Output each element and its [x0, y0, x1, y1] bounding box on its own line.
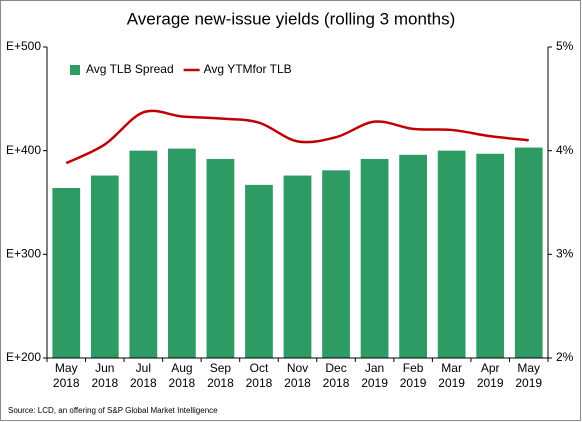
y2-tick-label: 3% — [556, 247, 574, 261]
y-tick-label: E+200 — [6, 350, 41, 364]
x-tick-label: Feb 2019 — [399, 361, 427, 390]
y2-tick-label: 5% — [556, 39, 574, 53]
x-tick-label: Aug 2018 — [168, 361, 196, 390]
bar — [245, 184, 273, 358]
x-tick-label: Jun 2018 — [91, 361, 119, 390]
bar — [52, 187, 81, 358]
y2-tick-label: 2% — [556, 350, 574, 364]
bar — [476, 153, 505, 358]
x-tick-label: Jan 2019 — [361, 361, 388, 390]
x-tick-label: Mar 2019 — [438, 361, 465, 390]
x-tick-label: May 2019 — [515, 361, 543, 390]
bar — [437, 150, 466, 358]
legend-label: Avg YTMfor TLB — [204, 62, 292, 76]
bar — [206, 158, 235, 358]
x-tick-label: Jul 2018 — [129, 361, 157, 390]
y2-tick-label: 4% — [556, 143, 574, 157]
x-tick-label: Sep 2018 — [207, 361, 234, 390]
bar — [322, 170, 350, 358]
y-tick-label: E+400 — [6, 143, 41, 157]
x-tick-label: Oct 2018 — [245, 361, 273, 390]
bar — [90, 175, 119, 358]
bar — [283, 175, 312, 358]
bar — [514, 147, 543, 358]
bar — [129, 150, 158, 358]
x-tick-label: Apr 2019 — [476, 361, 504, 390]
chart-title: Average new-issue yields (rolling 3 mont… — [127, 9, 456, 28]
legend-label: Avg TLB Spread — [86, 62, 174, 76]
bar — [168, 148, 196, 358]
x-tick-label: May 2018 — [52, 361, 80, 390]
x-tick-label: Nov 2018 — [284, 361, 311, 390]
bar — [360, 158, 389, 358]
x-tick-label: Dec 2018 — [322, 361, 350, 390]
y-tick-label: E+500 — [6, 39, 41, 53]
y-tick-label: E+300 — [6, 247, 41, 261]
source-note: Source: LCD, an offering of S&P Global M… — [8, 406, 218, 415]
line — [65, 109, 529, 165]
bar — [399, 154, 427, 358]
legend-swatch — [70, 65, 80, 75]
